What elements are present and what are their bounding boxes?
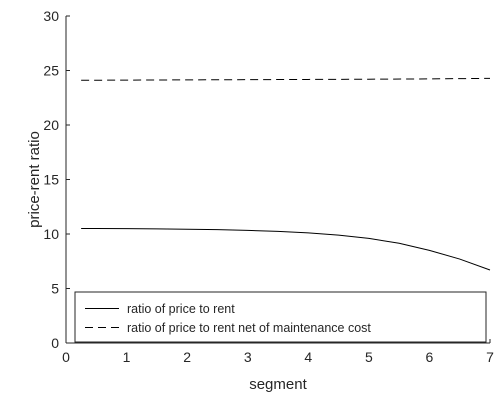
x-tick-label: 0 (62, 349, 70, 365)
legend: ratio of price to rent ratio of price to … (74, 291, 487, 343)
legend-box (74, 291, 487, 343)
y-tick-label: 30 (43, 8, 59, 24)
series-layer (81, 77, 491, 271)
y-tick-label: 25 (43, 63, 59, 79)
y-tick-label: 20 (43, 117, 59, 133)
x-tick-label: 4 (304, 349, 312, 365)
x-axis-label: segment (249, 376, 307, 393)
y-tick-label: 10 (43, 226, 59, 242)
series-line-net-of-maintenance (81, 77, 491, 81)
x-tick-label: 5 (365, 349, 373, 365)
axes-layer: 0 1 2 3 4 5 6 7 0 5 10 15 20 25 30 (43, 8, 494, 365)
y-tick-label: 5 (51, 281, 59, 297)
x-tick-label: 7 (486, 349, 494, 365)
x-tick-label: 2 (183, 349, 191, 365)
x-tick-label: 6 (426, 349, 434, 365)
x-tick-label: 1 (123, 349, 131, 365)
series-line-price-to-rent (81, 228, 491, 271)
legend-label: ratio of price to rent (127, 302, 235, 316)
y-tick-label: 15 (43, 172, 59, 188)
y-axis-label: price-rent ratio (26, 131, 43, 228)
legend-label: ratio of price to rent net of maintenanc… (127, 321, 371, 335)
y-tick-label: 0 (51, 335, 59, 351)
x-tick-label: 3 (244, 349, 252, 365)
